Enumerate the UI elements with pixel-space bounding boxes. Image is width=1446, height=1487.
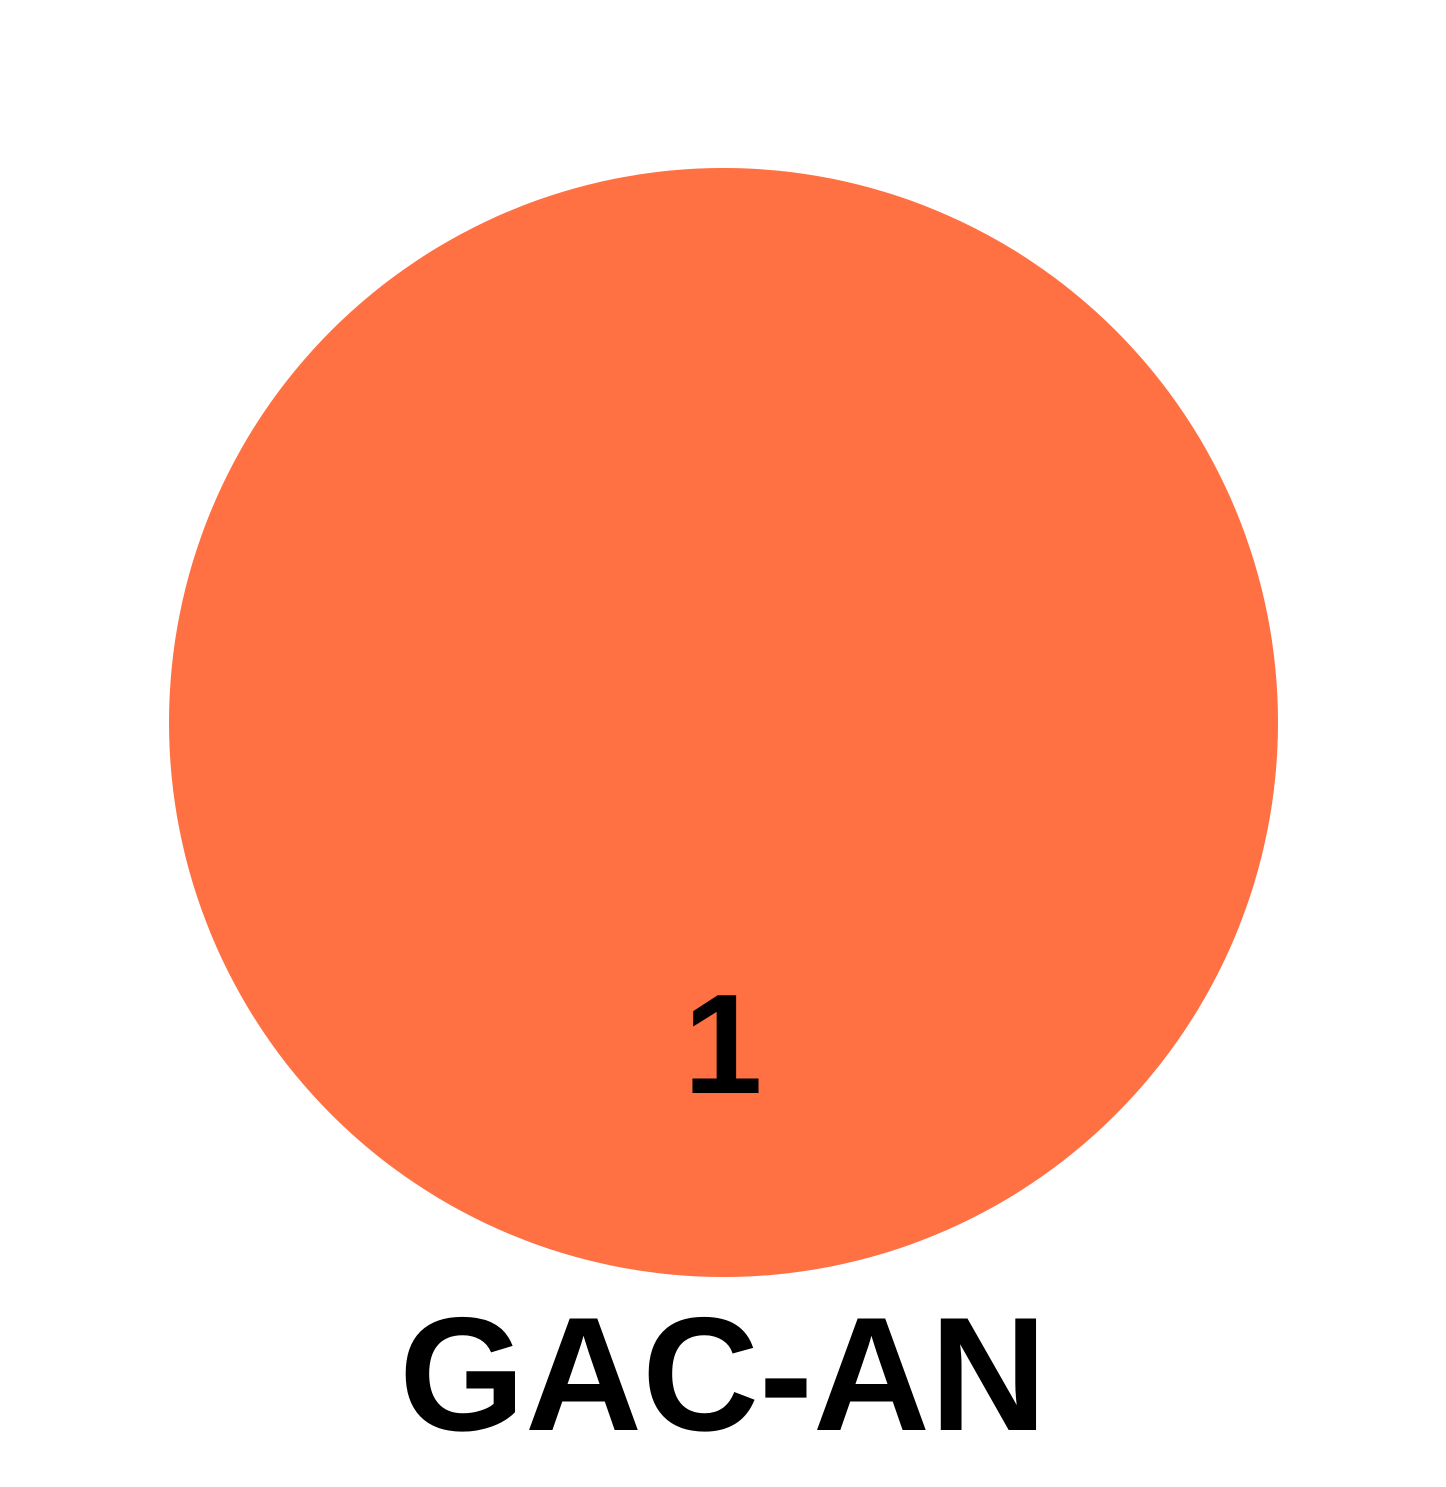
set-circle bbox=[169, 168, 1278, 1277]
set-count-label: 1 bbox=[683, 965, 763, 1124]
set-name-label: GAC-AN bbox=[399, 1284, 1047, 1465]
